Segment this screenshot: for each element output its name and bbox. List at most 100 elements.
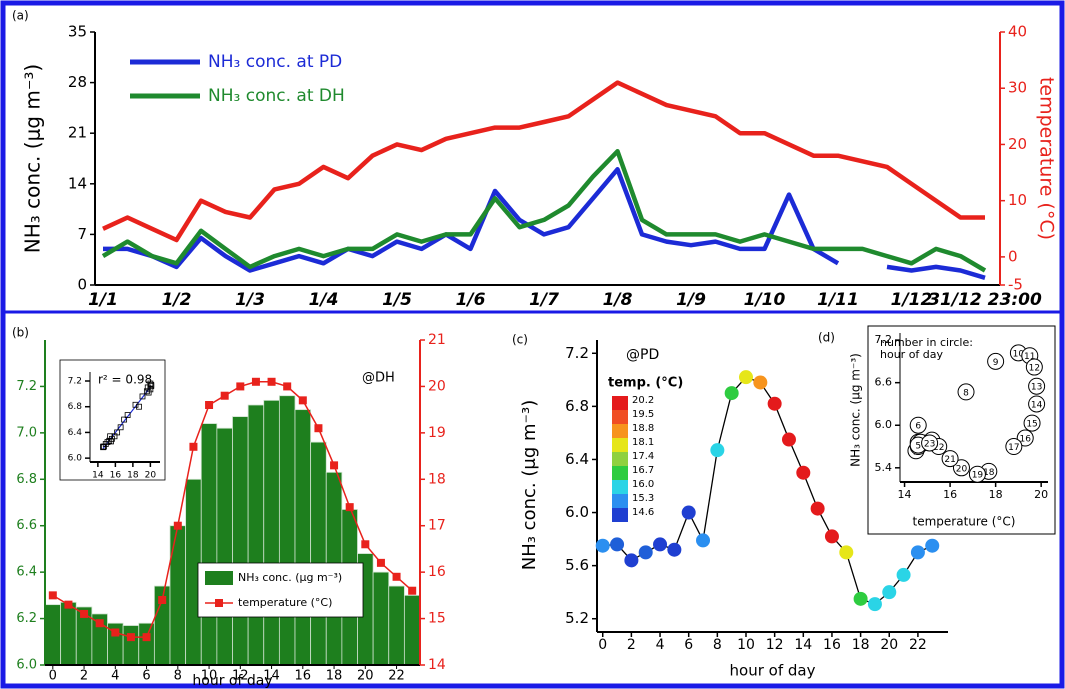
x-tick-label: 1/9 [676,290,706,310]
point-label: 23 [924,439,935,449]
point [1025,358,1043,376]
colorbar-cell [612,508,628,522]
x-tick-label: 20 [1034,488,1048,501]
temperature-marker [376,558,385,567]
y-tick-label: 6.8 [16,472,37,487]
point [853,591,868,606]
point-label: 15 [1026,420,1037,430]
point-label: 16 [1020,435,1032,445]
point-label: 10 [1013,349,1025,359]
colorbar-cell [612,410,628,424]
series-line [101,149,987,273]
point [968,465,986,483]
x-tick-label: 0 [598,637,607,653]
temperature-marker [330,461,339,470]
y-tick-label: 6.8 [68,402,83,412]
y-tick-label: 14 [68,174,87,192]
point [796,465,811,480]
point [1028,377,1046,395]
point [896,567,911,582]
point [767,396,782,411]
point [624,553,639,568]
colorbar-cell [612,494,628,508]
inset-point [124,412,131,418]
annotation: @PD [626,347,659,363]
axis-title: hour of day [730,662,816,680]
inset-box [59,359,166,481]
point [941,450,959,468]
point-label: 9 [993,358,999,368]
x-tick-label: 4 [111,669,119,684]
bar [44,604,62,666]
y-tick-label: 5.2 [565,609,589,627]
y-tick-label: -5 [1008,276,1023,294]
axis-title: hour of day [192,673,272,689]
temperature-marker [283,382,292,391]
x-tick-label: 1/4 [309,290,339,310]
x-tick-label: 20 [880,637,898,653]
temperature-marker [48,591,57,600]
annotation: hour of day [880,348,944,361]
temperature-marker [392,572,401,581]
bar [263,399,280,666]
y-tick-label: 6.0 [68,454,83,464]
point-label: 8 [963,388,969,398]
temperature-marker [205,401,214,409]
inset-point [144,384,151,391]
point [839,545,854,560]
colorbar-title: temp. (°C) [608,376,683,391]
point [781,432,796,447]
x-tick-label: 10 [737,637,755,653]
temperature-marker [158,596,167,604]
x-tick-label: 18 [127,471,139,481]
axis-title: temperature (°C) [913,515,1016,529]
point [696,533,711,548]
y-tick-label: 6.6 [16,518,37,533]
temperature-marker [267,377,276,386]
point-label: 13 [1031,383,1042,393]
point-label: 20 [956,464,968,474]
panel-label: (c) [512,333,528,347]
temperature-marker [111,628,120,637]
point [595,538,610,553]
point [957,383,975,401]
x-tick-label: 16 [110,471,122,481]
x-tick-label: 1/5 [382,290,412,310]
y-tick-label: 7.2 [68,377,82,387]
bar [372,571,390,666]
inset-point [139,393,146,400]
inset-point [104,439,111,445]
point-label: 17 [1008,443,1019,453]
point [1016,429,1034,447]
colorbar-label: 17.4 [632,451,654,462]
y-tick-label: 15 [428,611,446,627]
y-tick-label: 6.0 [16,658,37,673]
y-tick-label: 7.2 [565,344,589,362]
point [1005,438,1023,456]
temperature-marker [64,600,73,609]
temperature-marker [361,540,370,549]
point-label: 5 [915,442,921,452]
bar [247,404,265,666]
temperature-marker [142,633,151,642]
x-tick-label: 1/12 [891,290,933,310]
legend-swatch [205,571,233,585]
point [724,386,739,401]
colorbar-label: 18.1 [632,437,654,448]
legend-label: NH₃ conc. at DH [208,86,345,106]
point-label: 14 [1031,400,1043,410]
point [910,545,925,560]
x-tick-label: 14 [794,637,812,653]
point [667,542,682,557]
y-tick-label: 19 [428,425,446,441]
x-tick-label: 18 [989,488,1003,501]
colorbar-cell [612,466,628,480]
y-tick-label: 30 [1008,79,1027,97]
point [710,443,725,458]
x-tick-label: 16 [823,637,841,653]
temperature-marker [251,377,260,386]
axis-title: NH₃ conc. (μg m⁻³) [519,400,540,571]
y-tick-label: 14 [428,657,446,673]
